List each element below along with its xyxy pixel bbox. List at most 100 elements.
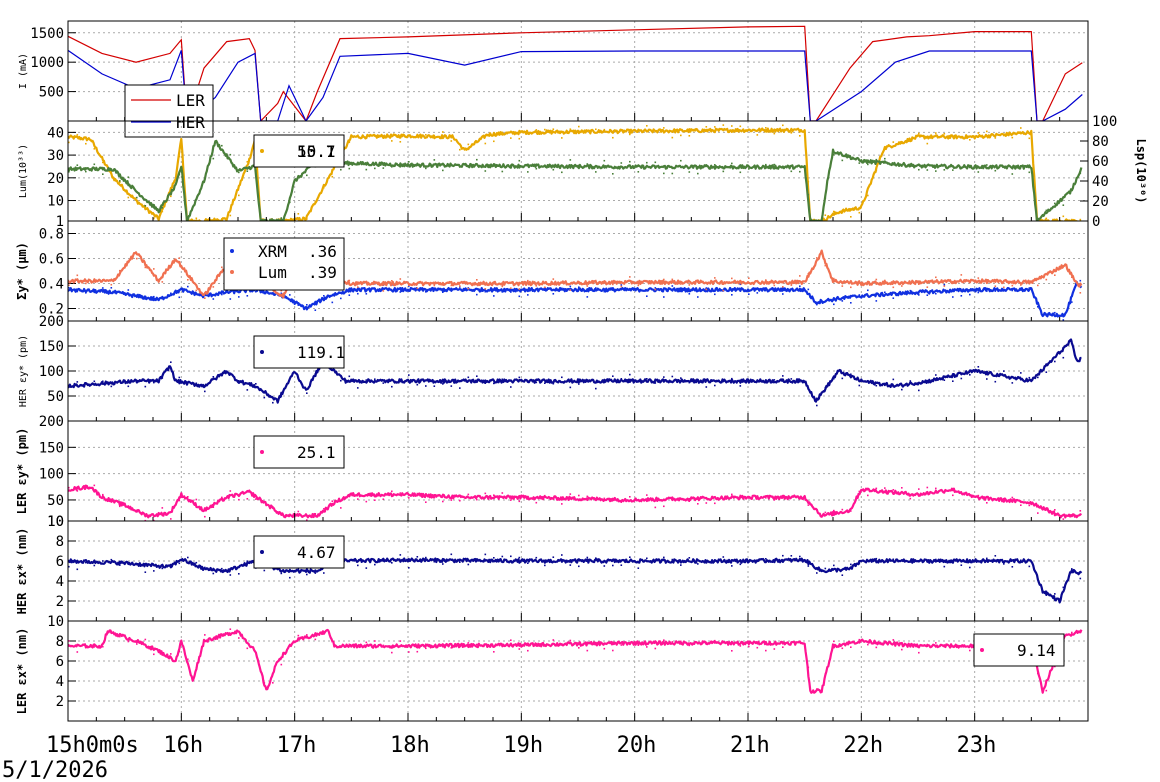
series-point [450,385,453,387]
series-point [731,294,733,296]
series-point [399,278,402,280]
series-point [153,206,155,209]
series-point [102,287,104,289]
series-point [272,292,274,294]
series-point [306,519,308,521]
series-point [603,290,606,293]
y-tick-label: 4 [56,574,64,590]
series-point [901,293,903,295]
series-point [595,387,597,390]
series-point [527,171,529,173]
series-point [382,644,385,647]
series-point [637,171,640,173]
series-point [561,171,563,174]
series-point [867,380,869,382]
series-point [144,385,147,388]
series-point [246,498,249,500]
date-label: 5/1/2026 [2,758,108,782]
series-point [518,137,521,140]
series-point [807,387,810,390]
series-point [705,560,708,562]
series-point [688,135,691,137]
series-point [136,509,138,512]
x-tick-label: 18h [390,733,430,758]
series-point [884,561,886,563]
series-point [918,560,920,563]
series-point [102,173,104,175]
series-point [76,134,79,136]
series-point [493,494,495,496]
series-point [926,294,929,296]
series-point [986,279,988,281]
series-point [450,647,453,649]
legend-marker [260,149,264,153]
series-point [671,285,674,287]
series-point [935,132,937,134]
series-point [484,382,487,384]
series-point [195,667,198,669]
series-point [739,494,742,497]
series-point [425,282,427,285]
series-point [901,165,903,167]
series-point [833,564,835,567]
series-point [357,163,359,165]
series-point [416,287,419,290]
series-point [161,207,164,209]
series-point [756,164,759,167]
series-point [93,148,96,150]
series-point [739,645,742,647]
series-point [476,498,478,501]
series-point [323,508,325,510]
series-point [850,563,852,566]
series-point [365,280,368,283]
series-point [909,380,912,382]
series-point [867,494,869,497]
series-point [280,572,283,575]
series-point [909,163,912,165]
series-point [416,492,419,495]
series-point [187,217,189,219]
series-point [892,378,895,381]
series-point [756,134,759,136]
series-point [416,556,419,558]
series-point [110,283,113,286]
y-tick-label: 2 [56,594,64,610]
series-point [272,401,274,404]
series-point [510,137,512,139]
series-point [204,177,206,180]
series-point [467,166,470,168]
series-point [459,165,461,168]
series-line-her-eps-y [68,338,1082,404]
series-line-xrm [68,280,1083,318]
series-point [221,567,223,570]
series-point [170,195,172,198]
series-point [654,559,657,562]
series-point [943,379,946,381]
series-point [926,486,929,489]
series-point [833,277,835,280]
series-point [637,499,640,501]
series-point [493,165,495,167]
legend-value: .36 [308,242,337,261]
series-point [136,196,138,199]
series-point [323,295,325,297]
series-point [399,492,402,494]
series-point [408,651,410,653]
series-point [1071,189,1073,191]
series-point [323,631,325,633]
legend-label: Lum [258,263,287,282]
series-point [1003,563,1005,565]
series-point [688,293,691,295]
series-point [518,376,521,379]
series-point [561,137,563,139]
series-point [612,136,614,139]
series-point [671,172,674,175]
series-point [85,142,87,145]
series-point [297,634,300,637]
series-point [527,132,529,135]
series-point [646,295,648,297]
series-point [408,161,410,163]
series-point [994,555,997,557]
series-point [102,279,104,281]
series-point [552,128,555,130]
